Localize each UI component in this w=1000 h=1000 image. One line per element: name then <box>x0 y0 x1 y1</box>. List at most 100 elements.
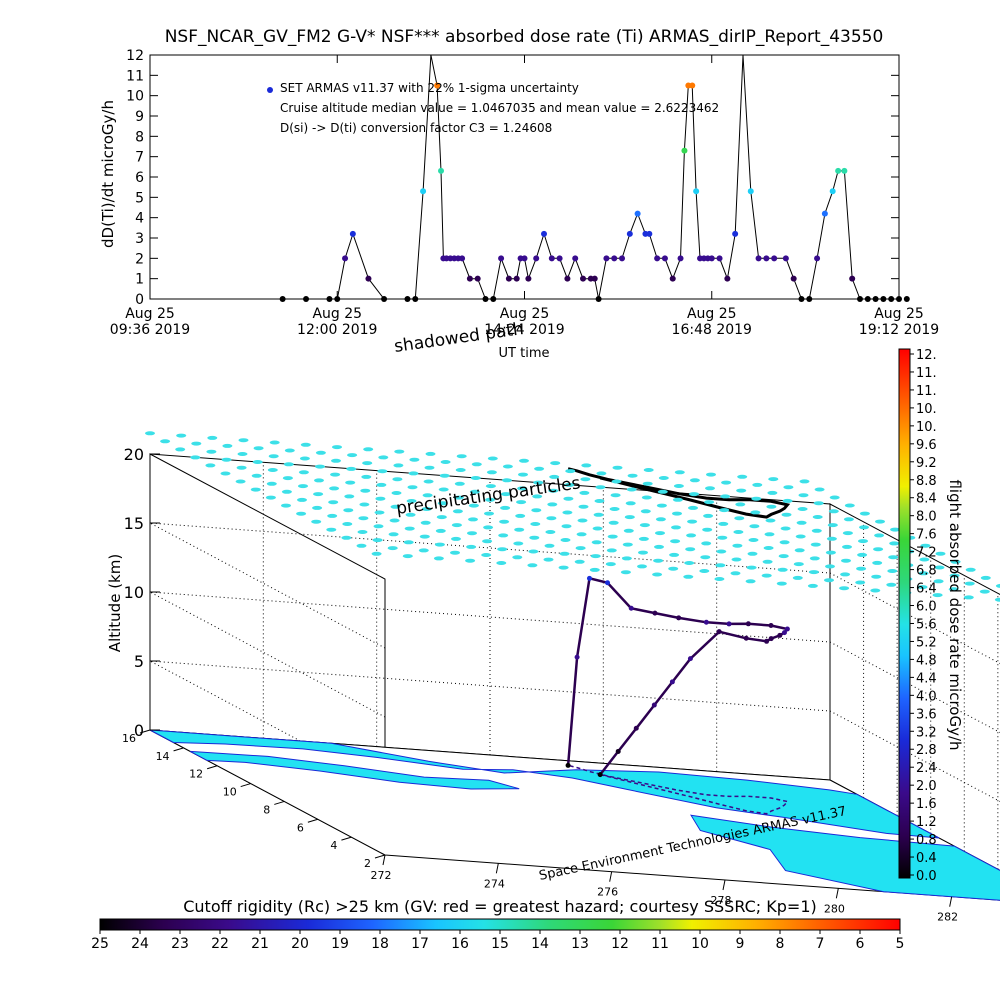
particle-marker <box>440 460 451 464</box>
particle-marker <box>467 531 477 536</box>
particle-marker <box>497 547 508 552</box>
particle-marker <box>763 546 774 550</box>
particle-marker <box>502 464 513 469</box>
dose-colorbar-tick-label: 4.4 <box>916 671 937 686</box>
particle-marker <box>935 551 946 556</box>
y-tick-label: 9 <box>135 109 144 125</box>
particle-marker <box>253 446 264 451</box>
dose-point <box>420 188 427 195</box>
x-tick-time: 14:24 2019 <box>484 322 564 338</box>
particle-marker <box>434 542 445 547</box>
x-tick-date: Aug 25 <box>500 306 550 322</box>
particle-marker <box>796 520 807 525</box>
particle-marker <box>595 485 606 490</box>
particle-marker <box>238 438 249 443</box>
particle-marker <box>356 543 367 548</box>
dose-point <box>521 255 528 262</box>
dose-colorbar-tick-label: 6.4 <box>916 582 937 597</box>
particle-marker <box>672 511 682 516</box>
particle-marker <box>513 541 524 546</box>
particle-marker <box>547 502 558 507</box>
particle-marker <box>737 474 748 479</box>
dose-point <box>626 230 633 237</box>
particle-marker <box>813 501 824 506</box>
dose-colorbar-tick-label: 6.8 <box>916 564 937 579</box>
particle-marker <box>870 588 881 593</box>
particle-marker <box>856 566 867 571</box>
particle-marker <box>296 511 307 516</box>
particle-marker <box>748 538 759 542</box>
particle-marker <box>948 587 959 592</box>
particle-marker <box>934 565 945 570</box>
particle-marker <box>762 559 773 564</box>
particle-marker <box>282 476 293 481</box>
dose-point <box>835 167 842 174</box>
dose-series-line <box>282 55 899 299</box>
dose-point <box>459 255 466 262</box>
particle-marker <box>658 476 669 480</box>
particle-marker <box>795 534 806 539</box>
rc-colorbar-tick-label: 16 <box>451 936 469 952</box>
x-tick-date: Aug 25 <box>312 306 362 322</box>
particle-marker <box>378 455 389 460</box>
x-tick-time: 12:00 2019 <box>297 322 377 338</box>
particle-marker <box>313 492 324 497</box>
dose-colorbar-tick-label: 6.0 <box>916 600 937 615</box>
particle-marker <box>578 504 589 509</box>
x-tick-time: 19:12 2019 <box>859 322 939 338</box>
flight-path-point <box>597 772 603 778</box>
particle-marker <box>714 577 725 581</box>
particle-marker <box>314 478 324 483</box>
dose-point <box>541 230 548 237</box>
particle-marker <box>550 461 561 466</box>
particle-marker <box>857 552 868 557</box>
particle-marker <box>717 535 728 540</box>
particle-marker <box>873 547 884 552</box>
particle-marker <box>267 468 278 472</box>
particle-marker <box>250 487 261 492</box>
particle-marker <box>624 515 635 520</box>
dose-point <box>556 255 563 262</box>
particle-marker <box>576 532 587 537</box>
particle-marker <box>736 488 747 493</box>
particle-marker <box>799 479 810 484</box>
particle-marker <box>855 580 866 585</box>
lon-tick-label: 278 <box>711 894 732 907</box>
particle-marker <box>980 575 991 580</box>
dose-colorbar-tick-label: 2.8 <box>916 743 937 758</box>
rc-colorbar-tick-label: 9 <box>736 936 745 952</box>
particle-marker <box>745 579 756 584</box>
particle-marker <box>995 583 1000 588</box>
dose-point <box>677 255 684 262</box>
dose-point <box>689 82 696 89</box>
lon-tick-label: 280 <box>824 902 845 915</box>
particle-marker <box>375 496 386 501</box>
rc-colorbar-tick-label: 15 <box>491 936 509 952</box>
particle-marker <box>776 581 787 586</box>
particle-marker <box>327 513 338 518</box>
particle-marker <box>767 490 778 495</box>
dose-point <box>404 296 411 302</box>
particle-marker <box>654 544 664 549</box>
particle-marker <box>528 549 539 554</box>
particle-marker <box>326 527 337 532</box>
dose-colorbar-tick-label: 3.2 <box>916 725 937 740</box>
particle-marker <box>560 538 571 542</box>
particle-marker <box>746 565 757 570</box>
particle-marker <box>517 486 528 491</box>
particle-marker <box>471 462 482 467</box>
particle-marker <box>782 498 793 503</box>
z-tick-label: 5 <box>134 652 144 671</box>
particle-marker <box>703 513 714 518</box>
dose-point <box>611 255 618 262</box>
particle-marker <box>359 502 370 507</box>
particle-marker <box>362 461 373 466</box>
particle-marker <box>793 562 804 567</box>
dose-colorbar-tick-label: 4.8 <box>916 653 937 668</box>
particle-marker <box>435 528 446 533</box>
y-tick-label: 10 <box>126 89 144 105</box>
particle-marker <box>842 531 853 536</box>
rc-colorbar-tick-label: 18 <box>371 936 389 952</box>
dose-point <box>533 255 540 262</box>
particle-marker <box>190 455 201 460</box>
